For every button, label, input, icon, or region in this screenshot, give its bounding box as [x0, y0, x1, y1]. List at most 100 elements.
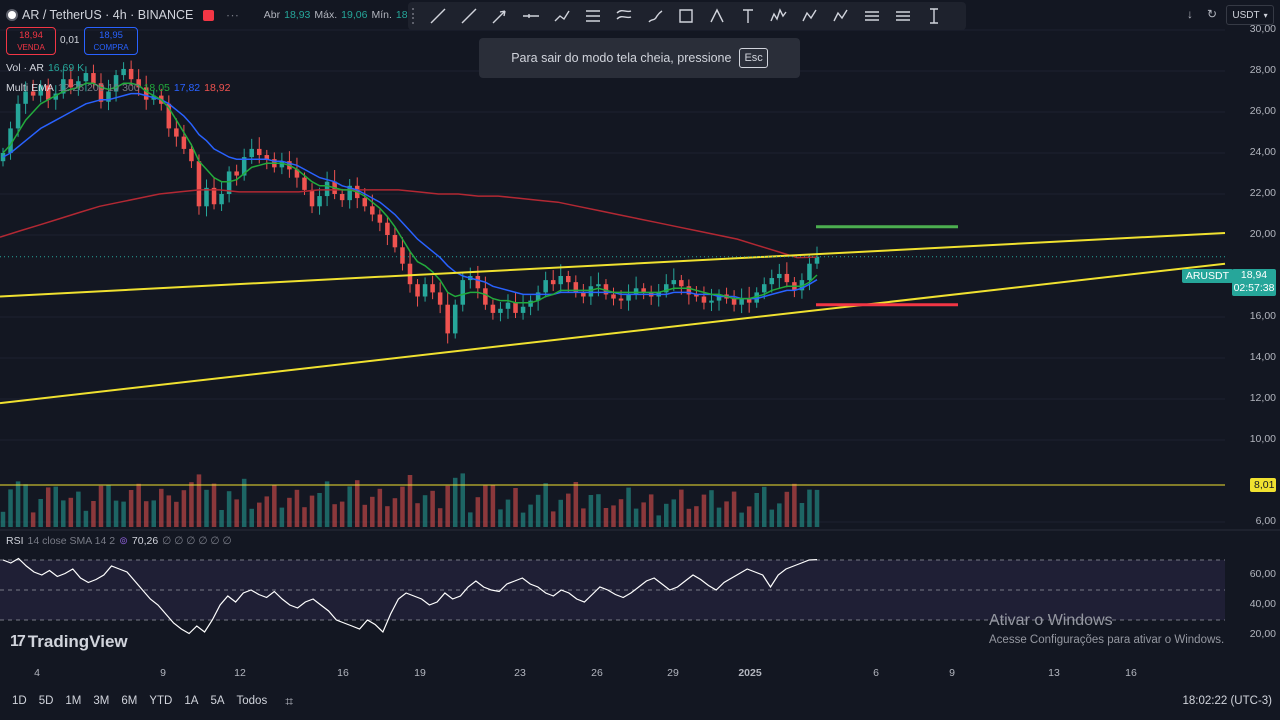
candle-body: [716, 294, 722, 301]
lower-trendline: [0, 262, 1226, 405]
timeframe-1d[interactable]: 1D: [12, 695, 27, 707]
candle-body: [709, 300, 714, 303]
volume-bar: [415, 503, 420, 527]
toolbar-grip-icon[interactable]: [412, 8, 418, 24]
volume-bar: [784, 491, 790, 527]
open-value: 18,93: [284, 9, 311, 21]
triangle-icon[interactable]: [701, 3, 732, 29]
volume-bar: [686, 508, 692, 527]
pattern-icon[interactable]: [763, 3, 794, 29]
timeframe-1a[interactable]: 1A: [184, 695, 199, 707]
path-icon[interactable]: [546, 3, 577, 29]
currency-select[interactable]: USDT ▾: [1226, 5, 1274, 25]
candle-body: [106, 91, 111, 102]
rsi-legend[interactable]: RSI 14 close SMA 14 2 ⊚ 70,26 ∅ ∅ ∅ ∅ ∅ …: [6, 535, 232, 547]
flag-icon[interactable]: [203, 9, 215, 21]
clock[interactable]: 18:02:22 (UTC-3): [1182, 695, 1272, 707]
volume-bar: [430, 490, 435, 527]
volume-bar: [83, 510, 89, 527]
brush-icon[interactable]: [639, 3, 670, 29]
volume-bar: [731, 491, 737, 527]
candle-body: [754, 292, 759, 303]
timeframe-5d[interactable]: 5D: [38, 695, 54, 707]
candle-body: [581, 292, 586, 297]
volume-legend[interactable]: Vol · AR 16,69 K: [6, 62, 84, 74]
volume-bar: [468, 512, 473, 527]
rsi-params: 14 close SMA 14 2: [27, 535, 116, 547]
ema26-line: [2, 92, 818, 300]
volume-bar: [618, 499, 624, 527]
candle-body: [143, 87, 149, 100]
timeframe-3m[interactable]: 3M: [93, 695, 110, 707]
horizontal-ray-icon[interactable]: [515, 3, 546, 29]
volume-bar: [475, 497, 481, 527]
arrow-icon[interactable]: [484, 3, 515, 29]
date-range-icon[interactable]: ⌗: [285, 692, 294, 709]
timeframe-5a[interactable]: 5A: [210, 695, 225, 707]
volume-bar: [596, 494, 601, 527]
volume-bar: [407, 475, 413, 527]
volume-bar: [535, 494, 541, 527]
volume-bar: [128, 490, 134, 527]
volume-bar: [76, 491, 81, 527]
volume-bar: [181, 490, 187, 527]
refresh-icon[interactable]: ↻: [1206, 7, 1218, 21]
fib-channel-icon[interactable]: [608, 3, 639, 29]
sell-price: 18,94: [19, 30, 43, 41]
candle-body: [324, 181, 330, 197]
abcd-icon[interactable]: [794, 3, 825, 29]
bottom-bar: 1D 5D 1M 3M 6M YTD 1A 5A Todos ⌗ 18:02:22 (UTC-3…: [0, 688, 1280, 714]
volume-bar: [520, 512, 526, 527]
pitchfork-icon[interactable]: [577, 3, 608, 29]
symbol-info[interactable]: AR / TetherUS · 4h · BINANCE ∙∙∙: [0, 8, 240, 22]
download-icon[interactable]: ↓: [1187, 7, 1193, 21]
tradingview-logo[interactable]: 17 TradingView: [10, 632, 128, 652]
ray-icon[interactable]: [453, 3, 484, 29]
price-axis-label: 30,00: [1249, 23, 1276, 35]
volume-bar: [739, 512, 744, 527]
timeframe-1m[interactable]: 1M: [65, 695, 82, 707]
volume-bar: [603, 508, 609, 527]
sell-button[interactable]: 18,94 VENDA: [6, 27, 56, 55]
buy-button[interactable]: 18,95 COMPRA: [84, 27, 138, 55]
measure-icon[interactable]: [887, 3, 918, 29]
volume-bar: [317, 493, 322, 527]
rectangle-icon[interactable]: [670, 3, 701, 29]
volume-bar: [256, 502, 262, 527]
candle-body: [663, 284, 669, 293]
projection-icon[interactable]: [856, 3, 887, 29]
text-icon[interactable]: [732, 3, 763, 29]
ema-legend[interactable]: Multi EMA 12 26 200 10 300 18,05 17,82 1…: [6, 82, 230, 94]
timeframe-ytd[interactable]: YTD: [149, 695, 173, 707]
volume-bar: [106, 485, 111, 527]
candle-body: [475, 276, 481, 289]
rsi-eye-icon[interactable]: ⊚: [119, 535, 128, 547]
volume-bar: [339, 501, 345, 527]
volume-bar: [370, 496, 375, 527]
upper-trendline: [0, 231, 1226, 298]
volume-bar: [377, 488, 383, 527]
candle-body: [407, 263, 413, 285]
vertical-range-icon[interactable]: [918, 3, 949, 29]
low-label: Mín.: [371, 9, 392, 21]
sell-label: VENDA: [17, 43, 45, 52]
volume-bar: [98, 485, 104, 527]
last-price-tag: 18,94 02:57:38: [1232, 269, 1276, 296]
volume-bar: [61, 500, 66, 527]
candle-body: [23, 91, 28, 104]
candle-body: [347, 185, 352, 201]
abc-icon[interactable]: [825, 3, 856, 29]
candle-body: [196, 161, 202, 207]
trend-line-icon[interactable]: [422, 3, 453, 29]
more-options-icon[interactable]: ∙∙∙: [226, 8, 240, 22]
volume-bar: [663, 503, 669, 527]
timeframe-todos[interactable]: Todos: [236, 695, 268, 707]
volume-bar: [573, 482, 579, 527]
candle-body: [317, 196, 322, 207]
candle-body: [189, 148, 194, 162]
timeframe-6m[interactable]: 6M: [121, 695, 138, 707]
symbol-price-tag: ARUSDT: [1181, 269, 1233, 283]
candle-body: [204, 187, 209, 207]
volume-bar: [143, 501, 149, 527]
